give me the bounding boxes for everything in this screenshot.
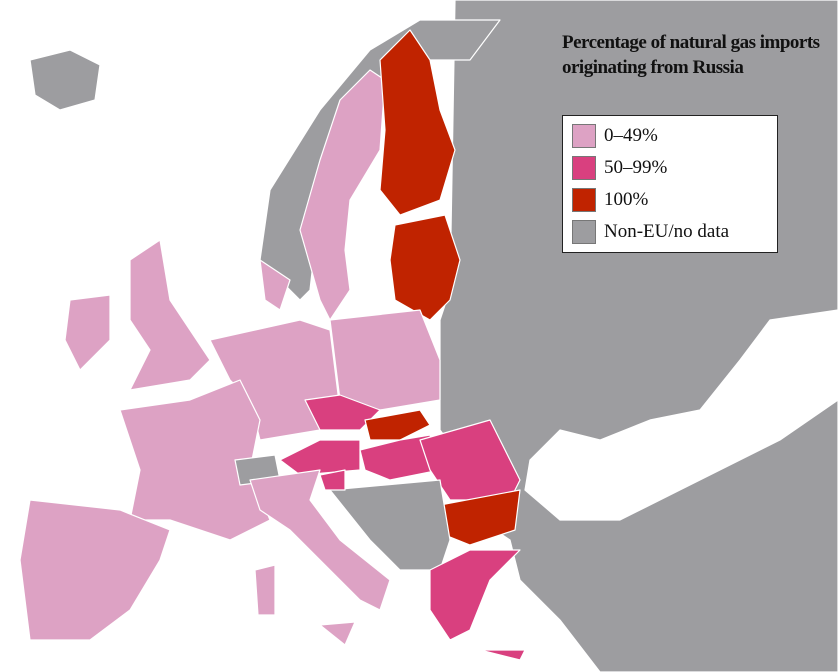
legend-label: 100% (604, 189, 649, 210)
legend-item: 50–99% (572, 156, 667, 180)
legend-swatch (572, 188, 596, 212)
sardinia (254, 564, 276, 616)
legend-item: 100% (572, 188, 648, 212)
legend-label: Non-EU/no data (604, 221, 730, 242)
crete (479, 649, 526, 661)
ireland (64, 294, 111, 371)
russia-turkey (439, 0, 838, 672)
poland (329, 309, 441, 411)
sweden (299, 69, 386, 321)
legend-item: Non-EU/no data (572, 220, 729, 244)
france (119, 379, 271, 541)
legend-label: 50–99% (604, 157, 668, 178)
legend-swatch (572, 156, 596, 180)
austria (279, 439, 361, 476)
uk (129, 239, 211, 391)
denmark (259, 259, 291, 311)
italy (249, 469, 391, 611)
sicily (319, 621, 356, 646)
legend: 0–49% 50–99% 100% Non-EU/no data (562, 115, 778, 253)
iceland (29, 49, 101, 111)
legend-item: 0–49% (572, 124, 658, 148)
iberia (19, 499, 171, 641)
land (19, 0, 838, 672)
greece (429, 549, 521, 641)
finland (379, 29, 456, 216)
slovakia (364, 409, 431, 441)
legend-swatch (572, 124, 596, 148)
slovenia (319, 469, 346, 491)
baltics (389, 214, 461, 321)
legend-swatch (572, 220, 596, 244)
legend-title: Percentage of natural gas imports origin… (562, 32, 820, 78)
legend-label: 0–49% (604, 125, 658, 146)
